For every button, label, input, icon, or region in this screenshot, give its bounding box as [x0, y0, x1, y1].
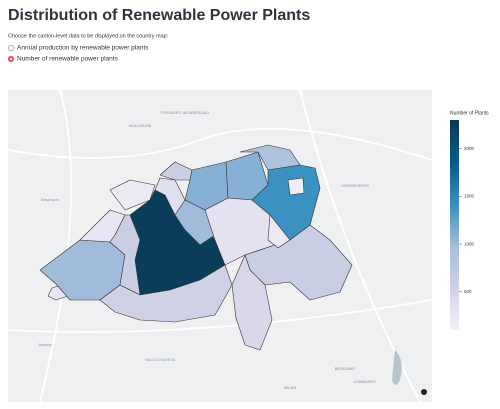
canton — [231, 254, 273, 351]
page-title: Distribution of Renewable Power Plants — [8, 7, 310, 24]
radio-group: Annual production by renewable power pla… — [7, 44, 149, 63]
info-icon[interactable] — [421, 389, 427, 395]
place-labels: FREIBURG IM BREISGAU MULHOUSE Besançon VORA… — [38, 110, 376, 390]
colorbar-ticks: 500 1000 1500 2000 — [459, 146, 475, 294]
radio-dot — [9, 57, 13, 61]
prompt: Choose the canton-level data to be displ… — [8, 33, 169, 39]
colorbar-title: Number of Plants — [450, 110, 489, 116]
lake — [392, 350, 402, 385]
place-label: VALLE D'AOSTA — [145, 357, 176, 362]
radio-button[interactable] — [7, 44, 15, 52]
place-label: VORARLBERG — [341, 183, 369, 188]
colorbar — [450, 120, 459, 330]
canton — [109, 214, 141, 296]
map-roads — [7, 89, 433, 403]
place-label: MILAN — [284, 385, 296, 390]
colorbar-tick-label: 2000 — [464, 146, 475, 151]
place-label: MULHOUSE — [129, 123, 152, 128]
place-label: FREIBURG IM BREISGAU — [161, 110, 209, 115]
place-label: Besançon — [41, 197, 59, 202]
place-label: Annecy — [38, 342, 51, 347]
radio-label[interactable]: Number of renewable power plants — [17, 56, 119, 63]
colorbar-tick-label: 1500 — [464, 194, 475, 199]
place-label: LOMBARDY — [354, 379, 377, 384]
cantons — [39, 144, 353, 351]
canton — [287, 177, 305, 196]
place-label: BERGAMO — [335, 366, 355, 371]
canton — [99, 264, 233, 323]
canton — [109, 179, 156, 211]
colorbar-tick-label: 1000 — [464, 241, 475, 246]
colorbar-tick-label: 500 — [464, 289, 472, 294]
radio-label[interactable]: Annual production by renewable power pla… — [17, 45, 149, 52]
